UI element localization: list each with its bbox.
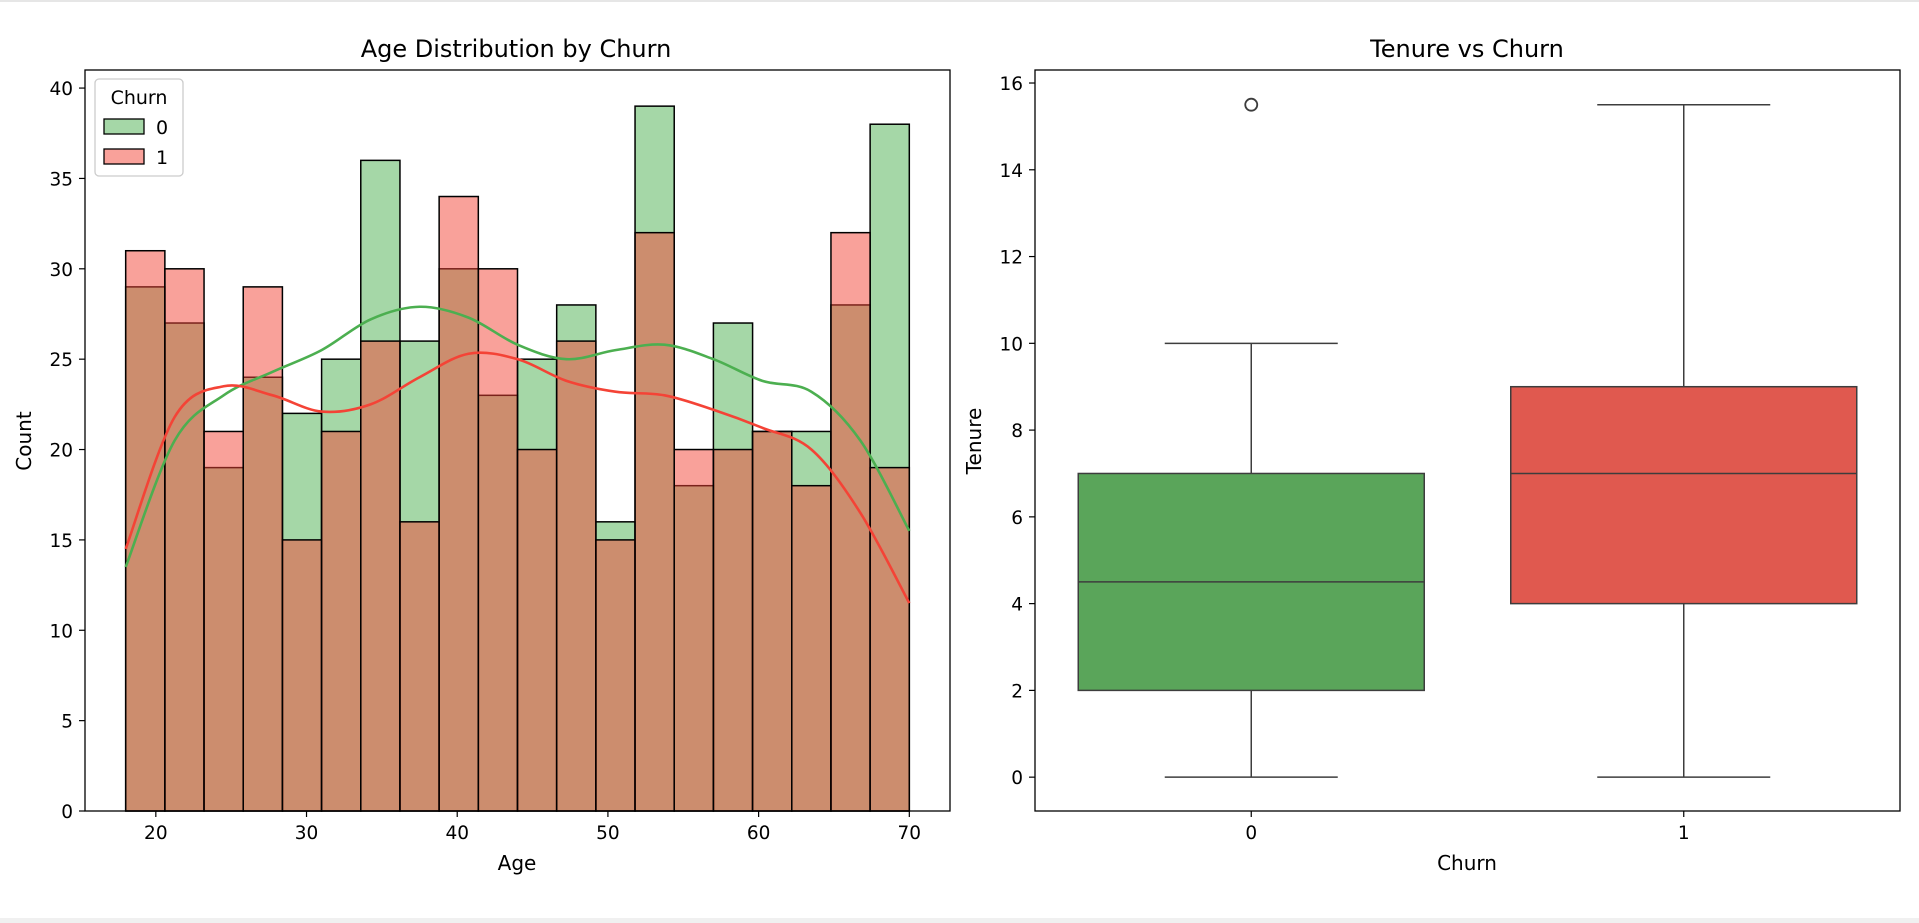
box-y-tick-label: 14 xyxy=(999,161,1023,182)
hist-bar-churn-1 xyxy=(516,448,558,812)
legend-swatch-churn-1 xyxy=(103,148,145,165)
hist-bar-churn-1 xyxy=(320,430,362,812)
hist-x-tick-label: 30 xyxy=(295,823,319,844)
box-y-tick-label: 6 xyxy=(1011,508,1023,529)
hist-legend: Churn 0 1 xyxy=(94,78,184,177)
hist-kde-lines xyxy=(124,305,911,604)
hist-plot-frame xyxy=(84,69,951,812)
hist-bar-churn-1 xyxy=(712,448,754,812)
legend-label-churn-0: 0 xyxy=(156,117,168,139)
hist-x-tick-label: 70 xyxy=(898,823,922,844)
hist-y-tick-label: 30 xyxy=(49,260,73,281)
box-y-tick-label: 16 xyxy=(999,74,1023,95)
box-plot-frame xyxy=(1034,69,1901,812)
box-y-tick-label: 8 xyxy=(1011,421,1023,442)
hist-bar-churn-1 xyxy=(595,539,636,812)
hist-y-tick-label: 25 xyxy=(49,350,73,371)
hist-bar-churn-1 xyxy=(242,286,284,812)
box-y-axis: 0 2 4 6 8 10 12 14 16 xyxy=(999,74,1035,789)
hist-y-tick-label: 20 xyxy=(49,441,73,462)
box-x-label: Churn xyxy=(1437,851,1497,875)
box-y-tick-label: 4 xyxy=(1011,595,1023,616)
hist-bar-churn-1 xyxy=(751,430,793,812)
hist-y-tick-label: 40 xyxy=(49,79,73,100)
hist-bar-churn-1 xyxy=(399,521,440,812)
hist-y-axis: 0 5 10 15 20 25 30 35 40 xyxy=(49,79,85,823)
box-x-tick-label: 0 xyxy=(1245,823,1257,844)
hist-y-tick-label: 15 xyxy=(49,531,73,552)
hist-x-tick-label: 60 xyxy=(747,823,771,844)
box-y-tick-label: 10 xyxy=(999,334,1023,355)
kde-line-churn-1 xyxy=(124,351,911,604)
legend-label-churn-1: 1 xyxy=(156,147,168,169)
hist-bar-churn-1 xyxy=(634,231,675,812)
legend-swatch-churn-0 xyxy=(103,118,145,135)
hist-y-tick-label: 10 xyxy=(49,621,73,642)
hist-bar-churn-1 xyxy=(281,539,323,812)
box-y-tick-label: 0 xyxy=(1011,768,1023,789)
box-x-tick-label: 1 xyxy=(1678,823,1690,844)
hist-title: Age Distribution by Churn xyxy=(361,35,672,63)
hist-bar-churn-1 xyxy=(555,340,597,812)
hist-y-tick-label: 35 xyxy=(49,169,73,190)
hist-y-tick-label: 0 xyxy=(61,802,73,823)
hist-bar-churn-1 xyxy=(673,448,715,812)
hist-y-tick-label: 5 xyxy=(61,712,73,733)
outlier-point-churn-0 xyxy=(1244,97,1259,112)
hist-bar-churn-1 xyxy=(438,195,480,812)
hist-bar-churn-1 xyxy=(830,231,871,812)
hist-x-tick-label: 50 xyxy=(596,823,620,844)
hist-bar-churn-1 xyxy=(791,484,832,812)
box-title: Tenure vs Churn xyxy=(1369,35,1564,63)
box-y-tick-label: 2 xyxy=(1011,681,1023,702)
hist-bar-churn-1 xyxy=(164,268,205,812)
hist-bar-churn-1 xyxy=(360,340,401,812)
hist-y-label: Count xyxy=(12,411,36,471)
box-y-label: Tenure xyxy=(962,408,986,476)
hist-bar-churn-1 xyxy=(477,268,519,812)
hist-x-axis: 20 30 40 50 60 70 xyxy=(144,811,921,844)
hist-bar-churn-1 xyxy=(203,430,244,812)
box-marks xyxy=(1077,97,1858,778)
box-churn-1 xyxy=(1510,385,1858,605)
legend-title: Churn xyxy=(111,87,168,109)
kde-line-churn-0 xyxy=(124,305,911,568)
hist-x-tick-label: 20 xyxy=(144,823,168,844)
box-y-tick-label: 12 xyxy=(999,248,1023,269)
hist-x-label: Age xyxy=(498,851,537,875)
age-histogram-chart: Age Distribution by Churn 20 30 40 50 60 70 0… xyxy=(12,35,951,875)
hist-x-tick-label: 40 xyxy=(445,823,469,844)
